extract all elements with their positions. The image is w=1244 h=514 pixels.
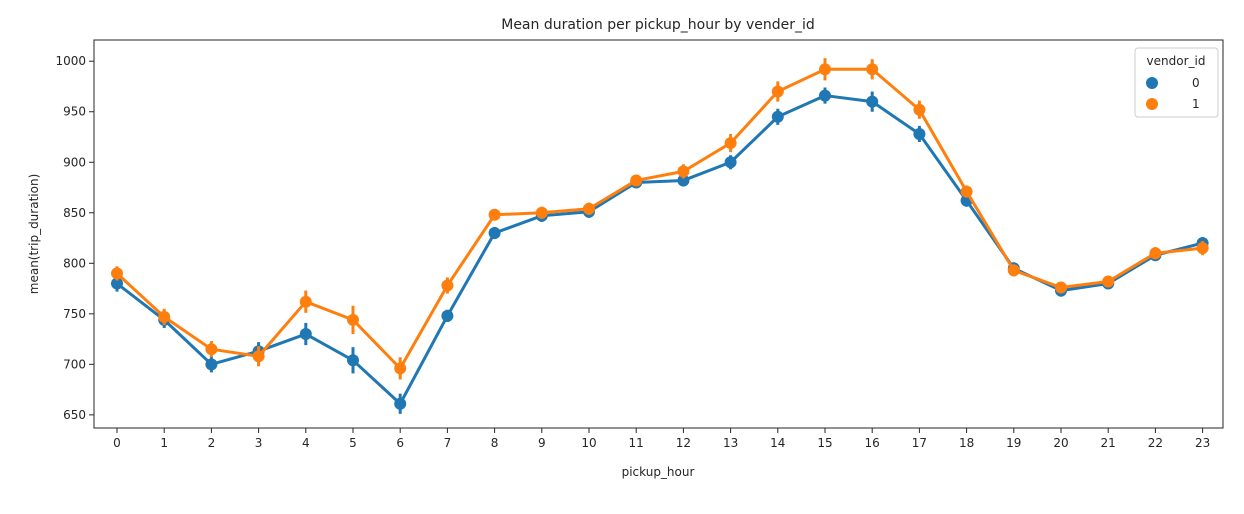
data-point [488, 208, 501, 221]
y-tick-label: 700 [63, 357, 86, 371]
y-tick-label: 650 [63, 408, 86, 422]
y-tick-label: 900 [63, 155, 86, 169]
x-tick-label: 1 [160, 436, 168, 450]
data-point [913, 127, 926, 140]
data-point [819, 63, 831, 76]
x-tick-label: 21 [1101, 436, 1116, 450]
legend-marker-1 [1146, 98, 1158, 110]
data-point [771, 85, 784, 98]
x-axis: 0 1 2 3 4 5 6 7 8 9 10 11 12 13 14 15 16 17 18 19 20 21 22 23 [113, 428, 1210, 450]
data-point [535, 206, 548, 219]
data-point [677, 165, 690, 178]
data-point [205, 343, 218, 356]
x-tick-label: 9 [538, 436, 546, 450]
x-tick-label: 13 [723, 436, 738, 450]
legend-label-0: 0 [1192, 76, 1200, 90]
y-tick-label: 750 [63, 307, 86, 321]
x-tick-label: 3 [255, 436, 263, 450]
plot-area [111, 58, 1209, 414]
x-tick-label: 11 [629, 436, 644, 450]
series-line [116, 94, 1203, 406]
data-point [205, 358, 218, 371]
series-line [115, 67, 1203, 370]
x-tick-label: 15 [817, 436, 832, 450]
plot-frame [93, 39, 1224, 429]
data-point [299, 328, 312, 341]
data-point [1102, 275, 1115, 288]
data-point [819, 89, 831, 102]
series-vendor-1 [111, 58, 1209, 380]
x-tick-label: 16 [865, 436, 880, 450]
y-tick-label: 950 [63, 105, 86, 119]
data-point [724, 156, 737, 169]
data-point [394, 397, 407, 410]
x-tick-label: 10 [581, 436, 596, 450]
y-tick-label: 800 [63, 256, 86, 270]
legend-title: vendor_id [1147, 54, 1206, 68]
x-tick-label: 12 [676, 436, 691, 450]
data-point [299, 295, 312, 308]
data-point [347, 313, 359, 326]
data-point [441, 309, 454, 322]
y-axis-label: mean(trip_duration) [27, 174, 41, 294]
data-point [394, 362, 407, 375]
data-point [488, 226, 501, 239]
x-tick-label: 20 [1053, 436, 1068, 450]
data-point [111, 267, 123, 280]
data-point [724, 137, 737, 150]
series-vendor-0 [111, 87, 1209, 414]
x-tick-label: 8 [491, 436, 499, 450]
x-tick-label: 5 [349, 436, 357, 450]
data-point [1055, 281, 1067, 294]
x-tick-label: 4 [302, 436, 310, 450]
data-point [866, 63, 879, 76]
x-tick-label: 17 [912, 436, 927, 450]
data-point [866, 95, 879, 108]
data-point [771, 110, 784, 123]
data-point [111, 277, 123, 290]
x-tick-label: 2 [208, 436, 216, 450]
data-point [441, 279, 454, 292]
legend: vendor_id 0 1 [1134, 47, 1219, 118]
data-point [1149, 247, 1162, 260]
x-tick-label: 23 [1195, 436, 1210, 450]
x-tick-label: 22 [1148, 436, 1163, 450]
y-axis: 650 700 750 800 850 900 950 1000 [55, 54, 94, 422]
data-point [677, 174, 690, 187]
x-tick-label: 7 [444, 436, 452, 450]
data-point [960, 185, 973, 198]
data-point [252, 350, 265, 363]
data-point [158, 310, 171, 323]
x-tick-label: 18 [959, 436, 974, 450]
data-point [1196, 242, 1209, 255]
legend-marker-0 [1146, 77, 1158, 89]
x-tick-label: 14 [770, 436, 785, 450]
data-point [583, 202, 595, 215]
data-point [1007, 264, 1020, 277]
data-point [347, 354, 359, 367]
y-tick-label: 1000 [55, 54, 86, 68]
y-tick-label: 850 [63, 206, 86, 220]
x-tick-label: 6 [396, 436, 404, 450]
data-point [913, 103, 926, 116]
chart-title: Mean duration per pickup_hour by vender_… [501, 17, 815, 33]
x-tick-label: 19 [1006, 436, 1021, 450]
legend-label-1: 1 [1192, 97, 1200, 111]
data-point [630, 174, 643, 187]
x-tick-label: 0 [113, 436, 121, 450]
x-axis-label: pickup_hour [622, 465, 695, 479]
